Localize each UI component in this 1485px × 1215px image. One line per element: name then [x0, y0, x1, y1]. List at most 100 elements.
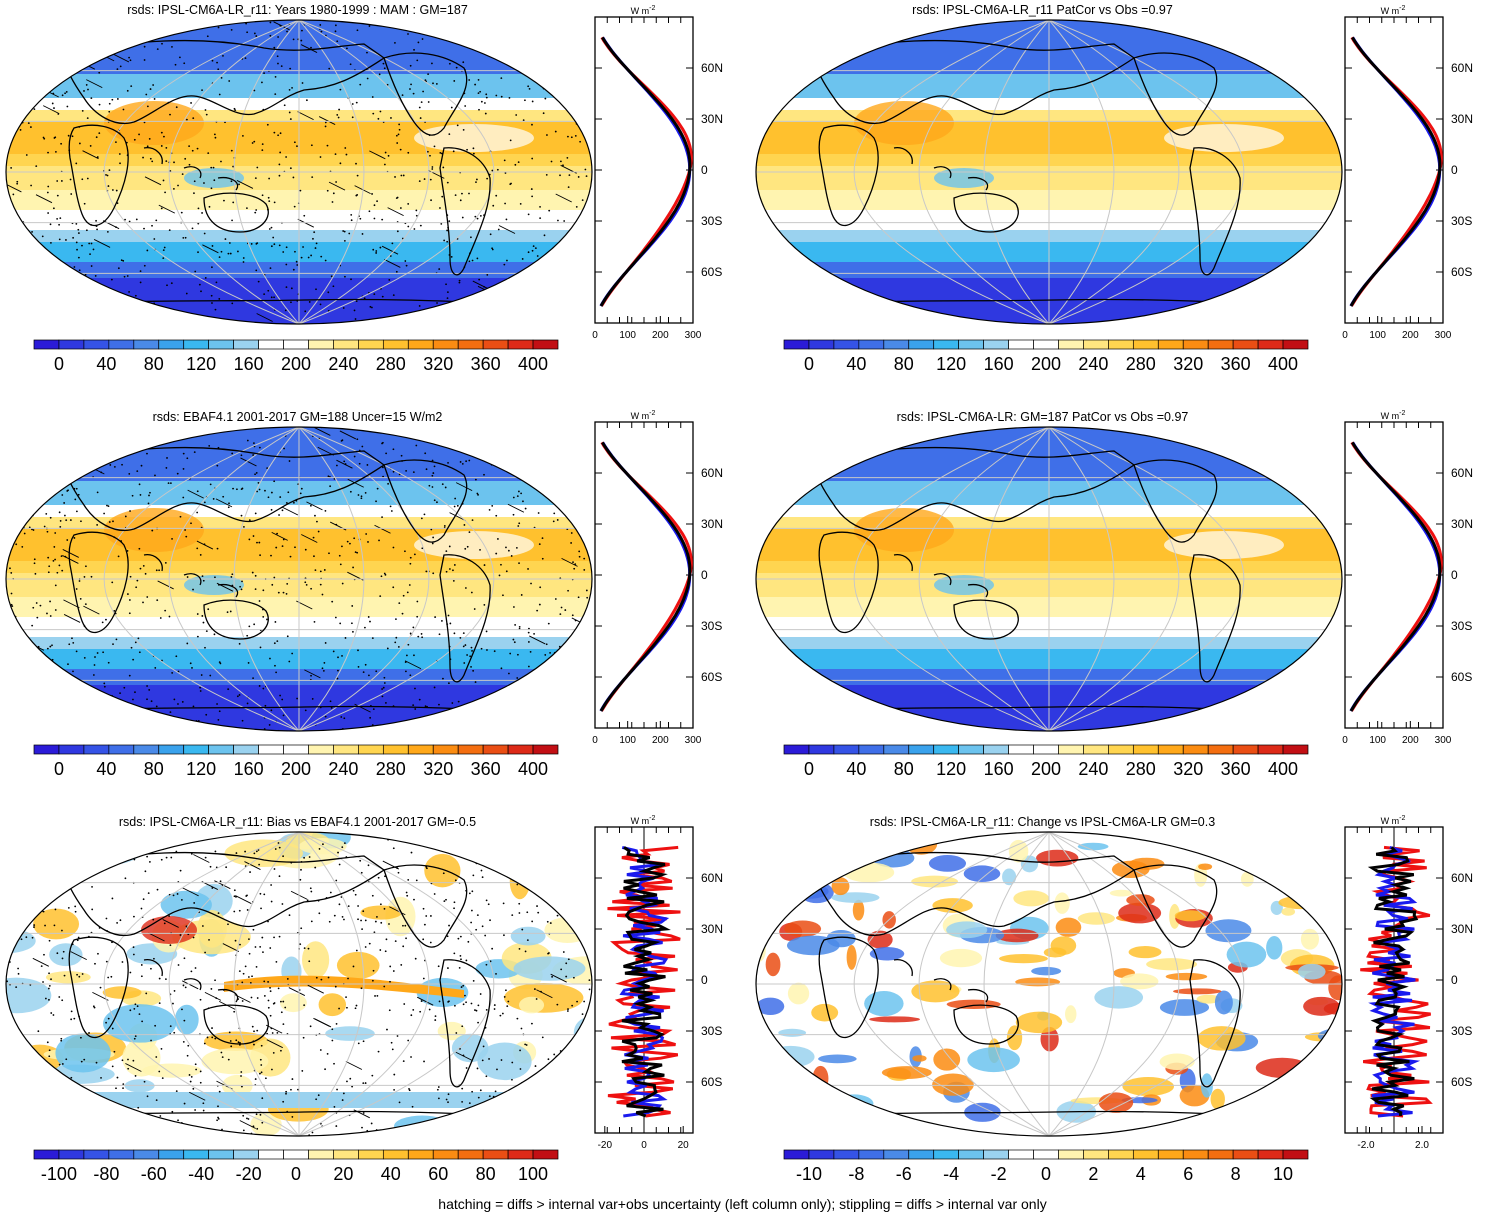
profile-xtick-label: 20	[678, 1140, 690, 1151]
colorbar-label: 10	[1273, 1164, 1293, 1184]
colorbar-swatch	[83, 744, 110, 755]
colorbar-swatch	[1132, 339, 1159, 350]
panel-p1: rsds: IPSL-CM6A-LR_r11: Years 1980-1999 …	[0, 0, 740, 390]
colorbar-swatch	[783, 744, 810, 755]
colorbar-swatch	[933, 339, 960, 350]
profile-unit: W m-2	[631, 410, 656, 421]
colorbar-swatch	[1108, 339, 1134, 350]
world-map	[755, 19, 1343, 325]
colorbar-swatch	[108, 1149, 135, 1160]
profile-line-obs	[619, 845, 670, 1118]
colorbar-swatch	[283, 744, 309, 755]
colorbar-swatch	[432, 1149, 459, 1160]
colorbar-swatch	[1033, 1149, 1059, 1160]
colorbar-swatch	[1108, 744, 1134, 755]
colorbar-label: -100	[41, 1164, 77, 1184]
colorbar-label: 200	[1031, 759, 1061, 779]
panel-p6: rsds: IPSL-CM6A-LR_r11: Change vs IPSL-C…	[745, 810, 1485, 1195]
profile-line-model	[600, 441, 693, 712]
colorbar-swatch	[833, 1149, 860, 1160]
profile-lat-label: 60S	[701, 1075, 722, 1089]
profile-lat-label: 60S	[1451, 1075, 1472, 1089]
profile-unit-exponent: -2	[649, 5, 655, 12]
colorbar-swatch	[1157, 339, 1184, 350]
profile-line-obs	[599, 441, 692, 712]
panel-p4: rsds: IPSL-CM6A-LR: GM=187 PatCor vs Obs…	[745, 405, 1485, 795]
colorbar-swatch	[908, 339, 935, 350]
profile-xtick-label: 0	[1342, 735, 1348, 746]
colorbar-label: 120	[936, 759, 966, 779]
colorbar-swatch	[908, 744, 935, 755]
colorbar-swatch	[833, 339, 860, 350]
profile-lat-label: 60S	[701, 670, 722, 684]
colorbar-swatch	[1058, 744, 1084, 755]
colorbar-label: 80	[894, 354, 914, 374]
profile-lat-label: 0	[1451, 163, 1458, 177]
profile-lat-label: 60N	[1451, 61, 1473, 75]
profile-unit: W m-2	[1381, 5, 1406, 16]
world-map	[755, 831, 1343, 1137]
colorbar-swatch	[333, 339, 359, 350]
profile-unit: W m-2	[1381, 410, 1406, 421]
colorbar-swatch	[158, 1149, 185, 1160]
colorbar-label: 80	[144, 354, 164, 374]
colorbar-swatch	[33, 339, 60, 350]
colorbar-label: 320	[423, 759, 453, 779]
profile-xtick-label: 2.0	[1415, 1140, 1429, 1151]
profile-line-mean	[1367, 846, 1419, 1117]
colorbar-label: 320	[423, 354, 453, 374]
colorbar-label: 360	[1221, 354, 1251, 374]
profile-line-obs	[1349, 441, 1442, 712]
colorbar-swatch	[482, 1149, 509, 1160]
panel-p5: rsds: IPSL-CM6A-LR_r11: Bias vs EBAF4.1 …	[0, 810, 740, 1195]
colorbar-swatch	[532, 339, 559, 350]
profile-line-obs	[599, 36, 692, 307]
colorbar-swatch	[208, 339, 234, 350]
colorbar: -100 -80 -60 -40 -20 0 20 40 60 80 100	[33, 1149, 559, 1184]
panel-p2: rsds: IPSL-CM6A-LR_r11 PatCor vs Obs =0.…	[745, 0, 1485, 390]
colorbar-label: 0	[54, 354, 64, 374]
colorbar-swatch	[208, 1149, 234, 1160]
colorbar-label: 160	[984, 759, 1014, 779]
colorbar-label: 120	[186, 354, 216, 374]
colorbar-swatch	[958, 744, 984, 755]
colorbar-swatch	[783, 1149, 810, 1160]
colorbar-swatch	[258, 744, 284, 755]
profile-xtick-label: 100	[1369, 330, 1386, 341]
profile-lat-label: 0	[1451, 568, 1458, 582]
colorbar-swatch	[1058, 1149, 1084, 1160]
profile-lat-label: 30S	[1451, 214, 1472, 228]
colorbar-label: -40	[188, 1164, 214, 1184]
colorbar-label: -10	[796, 1164, 822, 1184]
colorbar-swatch	[808, 1149, 835, 1160]
profile-lat-label: 30N	[701, 922, 723, 936]
colorbar-swatch	[858, 339, 885, 350]
colorbar-swatch	[883, 1149, 910, 1160]
colorbar-label: 2	[1088, 1164, 1098, 1184]
colorbar: -10 -8 -6 -4 -2 0 2 4 6 8 10	[783, 1149, 1309, 1184]
profile-lat-label: 30S	[701, 619, 722, 633]
colorbar-swatch	[108, 744, 135, 755]
colorbar-swatch	[283, 339, 309, 350]
colorbar-label: 0	[1041, 1164, 1051, 1184]
colorbar-swatch	[958, 339, 984, 350]
colorbar-label: 80	[476, 1164, 496, 1184]
colorbar-swatch	[883, 339, 910, 350]
colorbar-label: 360	[1221, 759, 1251, 779]
colorbar: 0 40 80 120 160 200 240 280 320 360 400	[33, 744, 559, 779]
colorbar-label: 400	[1268, 354, 1298, 374]
colorbar-swatch	[507, 744, 534, 755]
colorbar-swatch	[1008, 339, 1034, 350]
colorbar-swatch	[1033, 744, 1059, 755]
colorbar-label: 0	[804, 354, 814, 374]
colorbar-label: 40	[846, 354, 866, 374]
colorbar-swatch	[133, 1149, 160, 1160]
colorbar-swatch	[1058, 339, 1084, 350]
profile-unit-exponent: -2	[649, 815, 655, 822]
colorbar-swatch	[808, 339, 835, 350]
colorbar-label: 40	[846, 759, 866, 779]
colorbar-label: -80	[93, 1164, 119, 1184]
profile-line-obs	[1349, 36, 1442, 307]
colorbar-label: 200	[281, 759, 311, 779]
profile-lat-label: 60N	[701, 871, 723, 885]
